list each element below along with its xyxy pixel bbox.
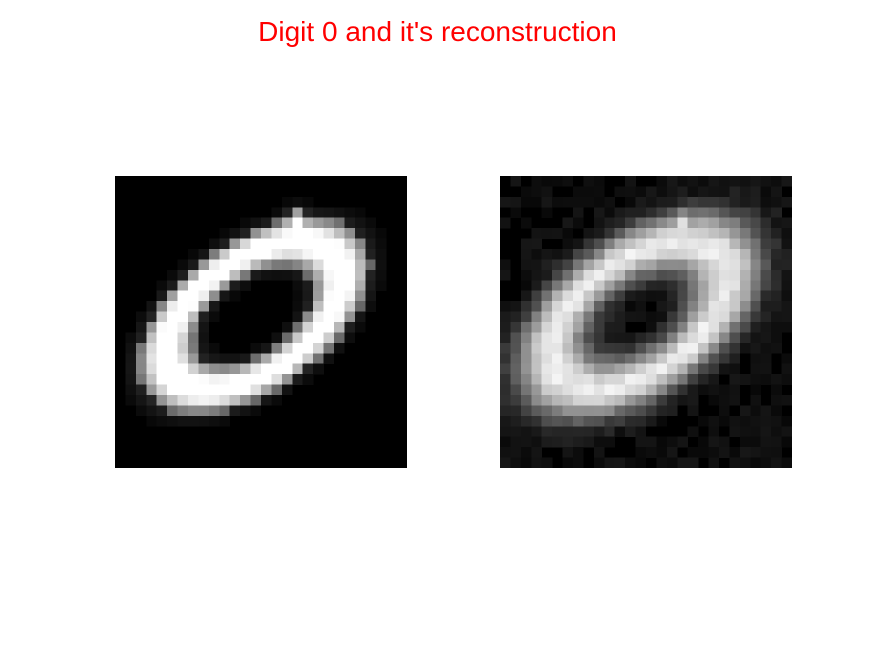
reconstructed-digit-image	[500, 176, 792, 468]
original-digit-image	[115, 176, 407, 468]
digit-zero-image	[500, 176, 792, 468]
figure-title: Digit 0 and it's reconstruction	[258, 16, 617, 47]
digit-zero-image	[125, 196, 387, 427]
